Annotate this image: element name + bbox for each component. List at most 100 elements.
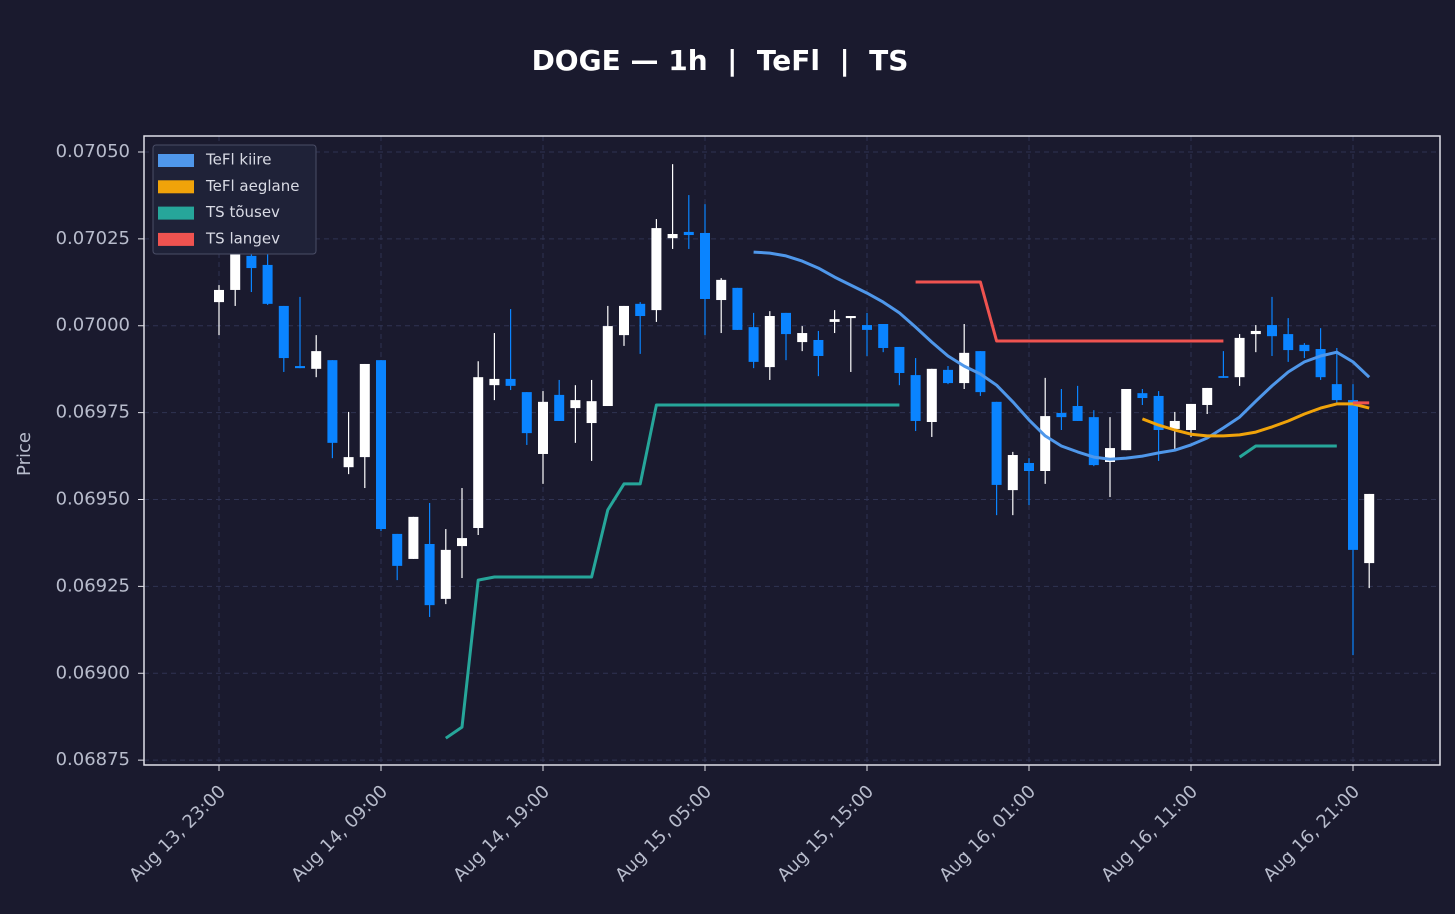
candle-body	[1105, 448, 1115, 462]
candle-body	[797, 333, 808, 343]
y-tick-label: 0.07000	[56, 315, 130, 336]
candle-body	[862, 325, 872, 330]
candle-body	[910, 375, 921, 421]
legend-label: TS tõusev	[205, 203, 280, 221]
candle-body	[1137, 393, 1148, 399]
legend-swatch	[158, 206, 194, 220]
legend-swatch	[158, 232, 194, 246]
y-tick-label: 0.07025	[56, 228, 130, 249]
plot-marks	[214, 164, 1375, 740]
candle-body	[311, 351, 322, 369]
candle-body	[943, 369, 953, 384]
chart-title: DOGE — 1h | TeFl | TS	[532, 44, 909, 77]
candle-body	[635, 303, 646, 317]
candle-body	[1169, 420, 1180, 429]
candle-body	[781, 312, 791, 335]
legend-box	[152, 144, 317, 255]
candle-body	[1024, 463, 1034, 472]
candle-body	[1186, 403, 1196, 430]
plot-frame	[143, 135, 1441, 766]
candle-body	[1234, 337, 1245, 378]
candle-body	[1364, 493, 1375, 564]
candle-body	[1072, 406, 1083, 421]
candle-body	[586, 401, 597, 424]
candle-body	[214, 289, 224, 303]
candle-body	[408, 516, 419, 559]
candle-body	[1088, 417, 1099, 466]
candle-body	[1299, 344, 1310, 352]
indicator-line	[1141, 402, 1370, 438]
candle-body	[991, 401, 1002, 485]
candle-body	[683, 231, 694, 236]
candle-body	[1315, 349, 1326, 378]
candle-body	[764, 316, 775, 368]
candle-body	[457, 538, 467, 547]
y-tick-label: 0.06900	[56, 662, 130, 683]
candle-body	[1331, 384, 1342, 401]
candle-body	[295, 366, 305, 369]
candle-body	[521, 392, 532, 434]
candle-body	[327, 360, 338, 443]
y-tick-label: 0.06875	[56, 749, 130, 770]
candle-body	[732, 287, 743, 330]
indicator-line	[444, 403, 1337, 740]
candle-body	[230, 244, 241, 290]
legend-label: TS langev	[205, 229, 280, 247]
candle-body	[1218, 376, 1229, 378]
candle-body	[359, 363, 370, 458]
candle-body	[1040, 416, 1051, 472]
candle-body	[813, 339, 824, 356]
candle-body	[1056, 412, 1067, 418]
candle-body	[473, 377, 484, 528]
candle-body	[1283, 334, 1294, 351]
candle-body	[845, 316, 856, 319]
candle-body	[700, 232, 710, 299]
legend-swatch	[158, 154, 194, 167]
candle-body	[538, 401, 548, 454]
legend: TeFl kiire TeFl aeglane TS tõusev TS langev	[152, 144, 317, 255]
candle-body	[1250, 330, 1261, 335]
candle-body	[619, 305, 629, 336]
candle-body	[1007, 455, 1018, 491]
candle-body	[1267, 325, 1277, 337]
candle-body	[1348, 400, 1358, 550]
legend-label: TeFl kiire	[205, 151, 272, 169]
candle-body	[246, 255, 257, 269]
candle-body	[975, 351, 986, 393]
y-tick-label: 0.07050	[56, 141, 130, 162]
candle-body	[570, 400, 581, 409]
candle-body	[392, 533, 403, 566]
y-axis-label: Price	[14, 432, 35, 476]
legend-swatch	[158, 180, 194, 194]
candle-body	[278, 305, 289, 359]
candle-body	[1202, 387, 1213, 405]
candle-body	[440, 549, 451, 599]
indicator-line	[753, 250, 1371, 461]
candle-body	[424, 543, 435, 606]
candle-body	[376, 360, 386, 530]
candle-body	[505, 378, 516, 386]
candle-body	[489, 378, 500, 386]
candle-body	[1153, 395, 1164, 430]
candle-body	[651, 228, 662, 311]
indicator-line	[915, 280, 1370, 405]
y-tick-label: 0.06975	[56, 402, 130, 423]
candle-body	[667, 233, 678, 239]
candle-body	[554, 394, 565, 421]
candle-body	[262, 264, 273, 304]
y-tick-label: 0.06925	[56, 575, 130, 596]
candle-body	[343, 457, 354, 468]
candle-body	[829, 319, 840, 322]
candle-body	[716, 279, 727, 301]
legend-label: TeFl aeglane	[205, 177, 299, 195]
y-tick-label: 0.06950	[56, 488, 130, 509]
candle-body	[959, 352, 970, 384]
candle-body	[926, 368, 937, 423]
candle-body	[894, 346, 905, 374]
candle-body	[748, 327, 759, 362]
candle-body	[1121, 388, 1132, 451]
candle-body	[878, 324, 889, 348]
candle-body	[602, 326, 613, 407]
